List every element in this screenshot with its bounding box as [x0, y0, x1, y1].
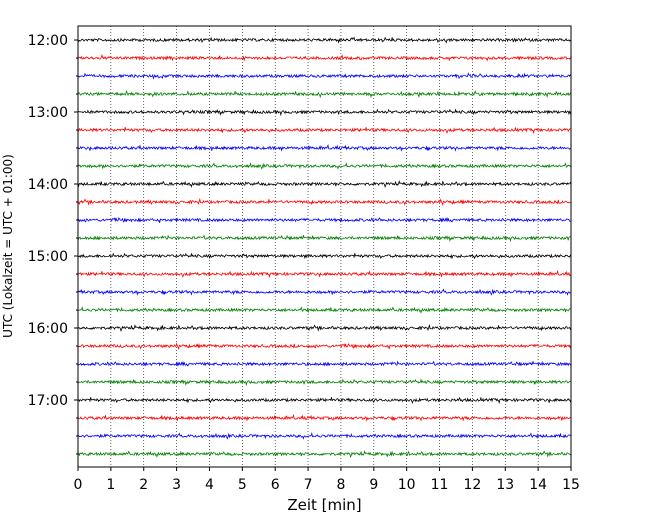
trace-1330: [77, 143, 572, 152]
trace-1615: [77, 342, 572, 351]
x-tick-label: 12: [463, 477, 481, 493]
x-tick-label: 13: [496, 477, 514, 493]
x-tick-label: 9: [369, 477, 378, 493]
plot-frame: [77, 25, 572, 468]
x-tick-label: 10: [398, 477, 416, 493]
y-axis-label: UTC (Lokalzeit = UTC + 01:00): [1, 154, 15, 338]
trace-1630: [77, 360, 572, 367]
x-tick-label: 11: [431, 477, 449, 493]
trace-1415: [77, 197, 572, 207]
trace-1515: [77, 269, 572, 279]
y-tick-label: 17:00: [28, 393, 68, 409]
y-tick-label: 16:00: [28, 321, 68, 337]
trace-1200: [77, 36, 572, 44]
y-tick-label: 14:00: [28, 177, 68, 193]
x-tick-label: 0: [74, 477, 83, 493]
trace-1230: [77, 72, 572, 80]
y-tick-label: 15:00: [28, 249, 68, 265]
traces: [77, 36, 572, 458]
x-tick-label: 1: [106, 477, 115, 493]
trace-1700: [77, 396, 572, 405]
y-tick-label: 12:00: [28, 33, 68, 49]
trace-1600: [77, 323, 572, 332]
trace-1430: [77, 217, 571, 223]
x-tick-label: 3: [172, 477, 181, 493]
y-tick-label: 13:00: [28, 105, 68, 121]
x-tick-label: 14: [529, 477, 547, 493]
x-tick-label: 7: [304, 477, 313, 493]
trace-1445: [77, 234, 572, 243]
trace-1730: [77, 432, 572, 440]
trace-1315: [77, 126, 572, 135]
trace-1715: [77, 413, 572, 422]
x-tick-label: 5: [238, 477, 247, 493]
x-tick-label: 15: [562, 477, 580, 493]
trace-1300: [77, 108, 572, 117]
trace-1545: [77, 306, 572, 314]
trace-1645: [77, 378, 572, 387]
x-axis-label: Zeit [min]: [287, 496, 361, 514]
x-tick-label: 8: [336, 477, 345, 493]
x-tick-label: 4: [205, 477, 214, 493]
trace-1745: [77, 449, 572, 458]
trace-1500: [77, 252, 572, 260]
trace-1345: [77, 161, 572, 170]
x-axis: 0 1 2 3 4 5 6 7 8 9 10 11 12 13 14 15: [74, 467, 580, 493]
x-tick-label: 6: [271, 477, 280, 493]
trace-1530: [77, 288, 572, 296]
trace-1245: [77, 89, 572, 99]
trace-1400: [77, 180, 572, 188]
x-tick-label: 2: [139, 477, 148, 493]
trace-1215: [77, 53, 572, 62]
y-axis: 12:00 13:00 14:00 15:00 16:00 17:00: [28, 33, 78, 455]
